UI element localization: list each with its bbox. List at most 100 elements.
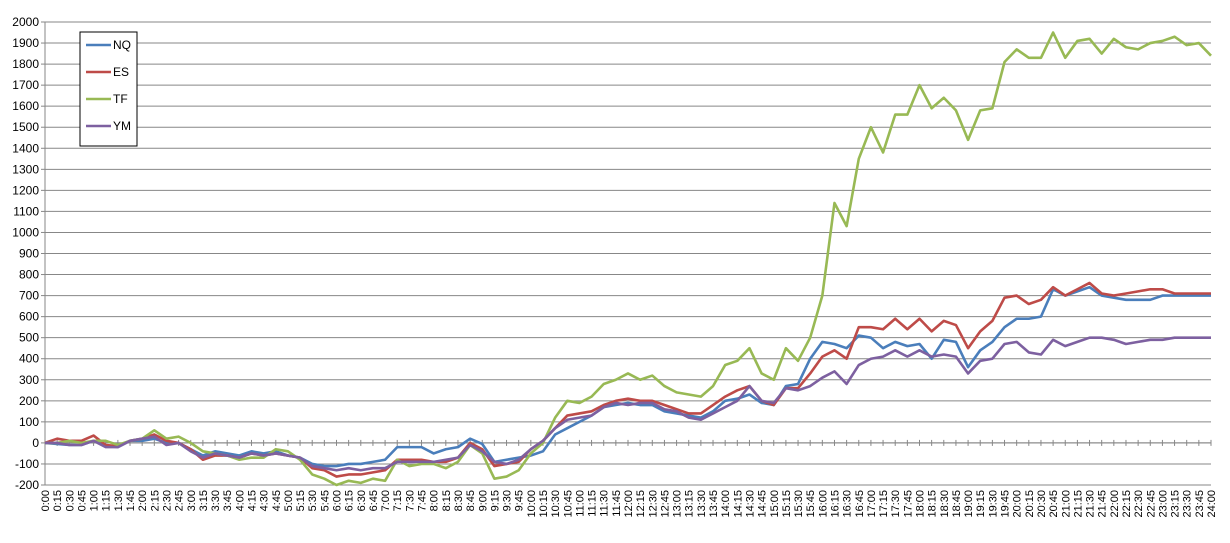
x-tick-label: 12:30 [647, 490, 659, 518]
x-tick-label: 15:30 [793, 490, 805, 518]
x-tick-label: 7:00 [380, 490, 392, 511]
y-tick-label: 1900 [12, 36, 39, 50]
x-tick-label: 10:15 [538, 490, 550, 518]
x-tick-label: 22:00 [1109, 490, 1121, 518]
gridlines [45, 21, 1211, 486]
x-tick-label: 3:15 [198, 490, 210, 511]
x-tick-label: 7:30 [404, 490, 416, 511]
x-tick-label: 13:15 [684, 490, 696, 518]
x-tick-label: 1:30 [113, 490, 125, 511]
x-tick-label: 3:30 [210, 490, 222, 511]
x-tick-label: 22:45 [1145, 490, 1157, 518]
series-line-ym [45, 336, 1211, 472]
x-tick-label: 1:15 [101, 490, 113, 511]
x-tick-label: 23:15 [1170, 490, 1182, 518]
y-tick-label: 1000 [12, 225, 39, 239]
x-tick-label: 16:45 [854, 490, 866, 518]
x-tick-label: 10:00 [526, 490, 538, 518]
x-tick-label: 19:15 [975, 490, 987, 518]
series-line-tf [45, 31, 1212, 487]
x-tick-label: 13:30 [696, 490, 708, 518]
x-tick-label: 2:15 [149, 490, 161, 511]
x-tick-label: 6:45 [368, 490, 380, 511]
x-tick-label: 4:45 [271, 490, 283, 511]
x-tick-label: 23:30 [1182, 490, 1194, 518]
x-tick-label: 22:15 [1121, 490, 1133, 518]
y-tick-label: 2000 [12, 15, 39, 29]
legend-label-tf: TF [113, 92, 128, 106]
legend-label-nq: NQ [113, 38, 131, 52]
x-tick-label: 24:00 [1206, 490, 1218, 518]
y-tick-label: 200 [19, 394, 39, 408]
x-tick-label: 15:00 [769, 490, 781, 518]
x-tick-label: 5:45 [319, 490, 331, 511]
y-tick-label: 800 [19, 268, 39, 282]
y-tick-label: 900 [19, 247, 39, 261]
legend-label-ym: YM [113, 119, 131, 133]
y-tick-label: 1100 [13, 204, 39, 218]
x-tick-label: 5:15 [295, 490, 307, 511]
x-tick-label: 9:15 [489, 490, 501, 511]
x-tick-label: 9:00 [477, 490, 489, 511]
x-tick-label: 20:00 [1012, 490, 1024, 518]
y-tick-label: 1600 [12, 99, 39, 113]
x-tick-label: 4:15 [246, 490, 258, 511]
x-tick-label: 3:45 [222, 490, 234, 511]
x-tick-label: 16:15 [829, 490, 841, 518]
y-tick-label: 600 [19, 310, 39, 324]
legend-label-es: ES [113, 65, 129, 79]
x-tick-label: 8:30 [453, 490, 465, 511]
x-tick-label: 11:00 [574, 490, 586, 517]
x-tick-label: 0:30 [64, 490, 76, 511]
x-tick-label: 8:45 [465, 490, 477, 511]
x-tick-label: 4:30 [259, 490, 271, 511]
x-tick-label: 20:15 [1024, 490, 1036, 518]
x-tick-label: 19:45 [1000, 490, 1012, 518]
x-tick-label: 15:45 [805, 490, 817, 518]
x-axis-ticks: 0:00 0:15 0:30 0:45 1:00 1:15 1:30 1:45 2:00 2:15… [40, 439, 1218, 518]
x-tick-label: 10:30 [550, 490, 562, 518]
x-tick-label: 0:00 [40, 490, 52, 511]
x-tick-label: 2:30 [161, 490, 173, 511]
x-tick-label: 8:15 [441, 490, 453, 511]
x-tick-label: 18:45 [951, 490, 963, 518]
x-tick-label: 19:00 [963, 490, 975, 518]
x-tick-label: 7:45 [417, 490, 429, 511]
x-tick-label: 2:45 [174, 490, 186, 511]
y-tick-label: 1800 [12, 57, 39, 71]
x-tick-label: 14:15 [732, 490, 744, 518]
y-tick-label: 500 [19, 331, 39, 345]
y-tick-label: 1400 [12, 141, 39, 155]
legend: NQ ES TF YM [79, 31, 138, 147]
x-tick-label: 22:30 [1133, 490, 1145, 518]
x-tick-label: 14:30 [744, 490, 756, 518]
x-tick-label: 8:00 [429, 490, 441, 511]
x-tick-label: 17:00 [866, 490, 878, 518]
y-tick-label: -100 [15, 457, 39, 471]
x-tick-label: 3:00 [186, 490, 198, 511]
x-tick-label: 15:15 [781, 490, 793, 518]
x-tick-label: 10:45 [562, 490, 574, 518]
x-tick-label: 14:45 [757, 490, 769, 518]
x-tick-label: 12:00 [623, 490, 635, 518]
x-tick-label: 12:15 [635, 490, 647, 518]
x-tick-label: 21:15 [1072, 490, 1084, 518]
x-tick-label: 6:00 [332, 490, 344, 511]
x-tick-label: 20:30 [1036, 490, 1048, 518]
x-tick-label: 1:00 [89, 490, 101, 511]
x-tick-label: 6:30 [356, 490, 368, 511]
x-tick-label: 11:45 [611, 490, 623, 517]
x-tick-label: 11:30 [599, 490, 611, 517]
x-tick-label: 5:30 [307, 490, 319, 511]
x-tick-label: 11:15 [587, 490, 599, 517]
x-tick-label: 16:30 [842, 490, 854, 518]
series-lines [44, 31, 1212, 487]
x-tick-label: 12:45 [659, 490, 671, 518]
x-tick-label: 5:00 [283, 490, 295, 511]
y-tick-label: 100 [19, 415, 39, 429]
x-tick-label: 0:15 [52, 490, 64, 511]
x-tick-label: 1:45 [125, 490, 137, 511]
y-tick-label: 400 [19, 352, 39, 366]
